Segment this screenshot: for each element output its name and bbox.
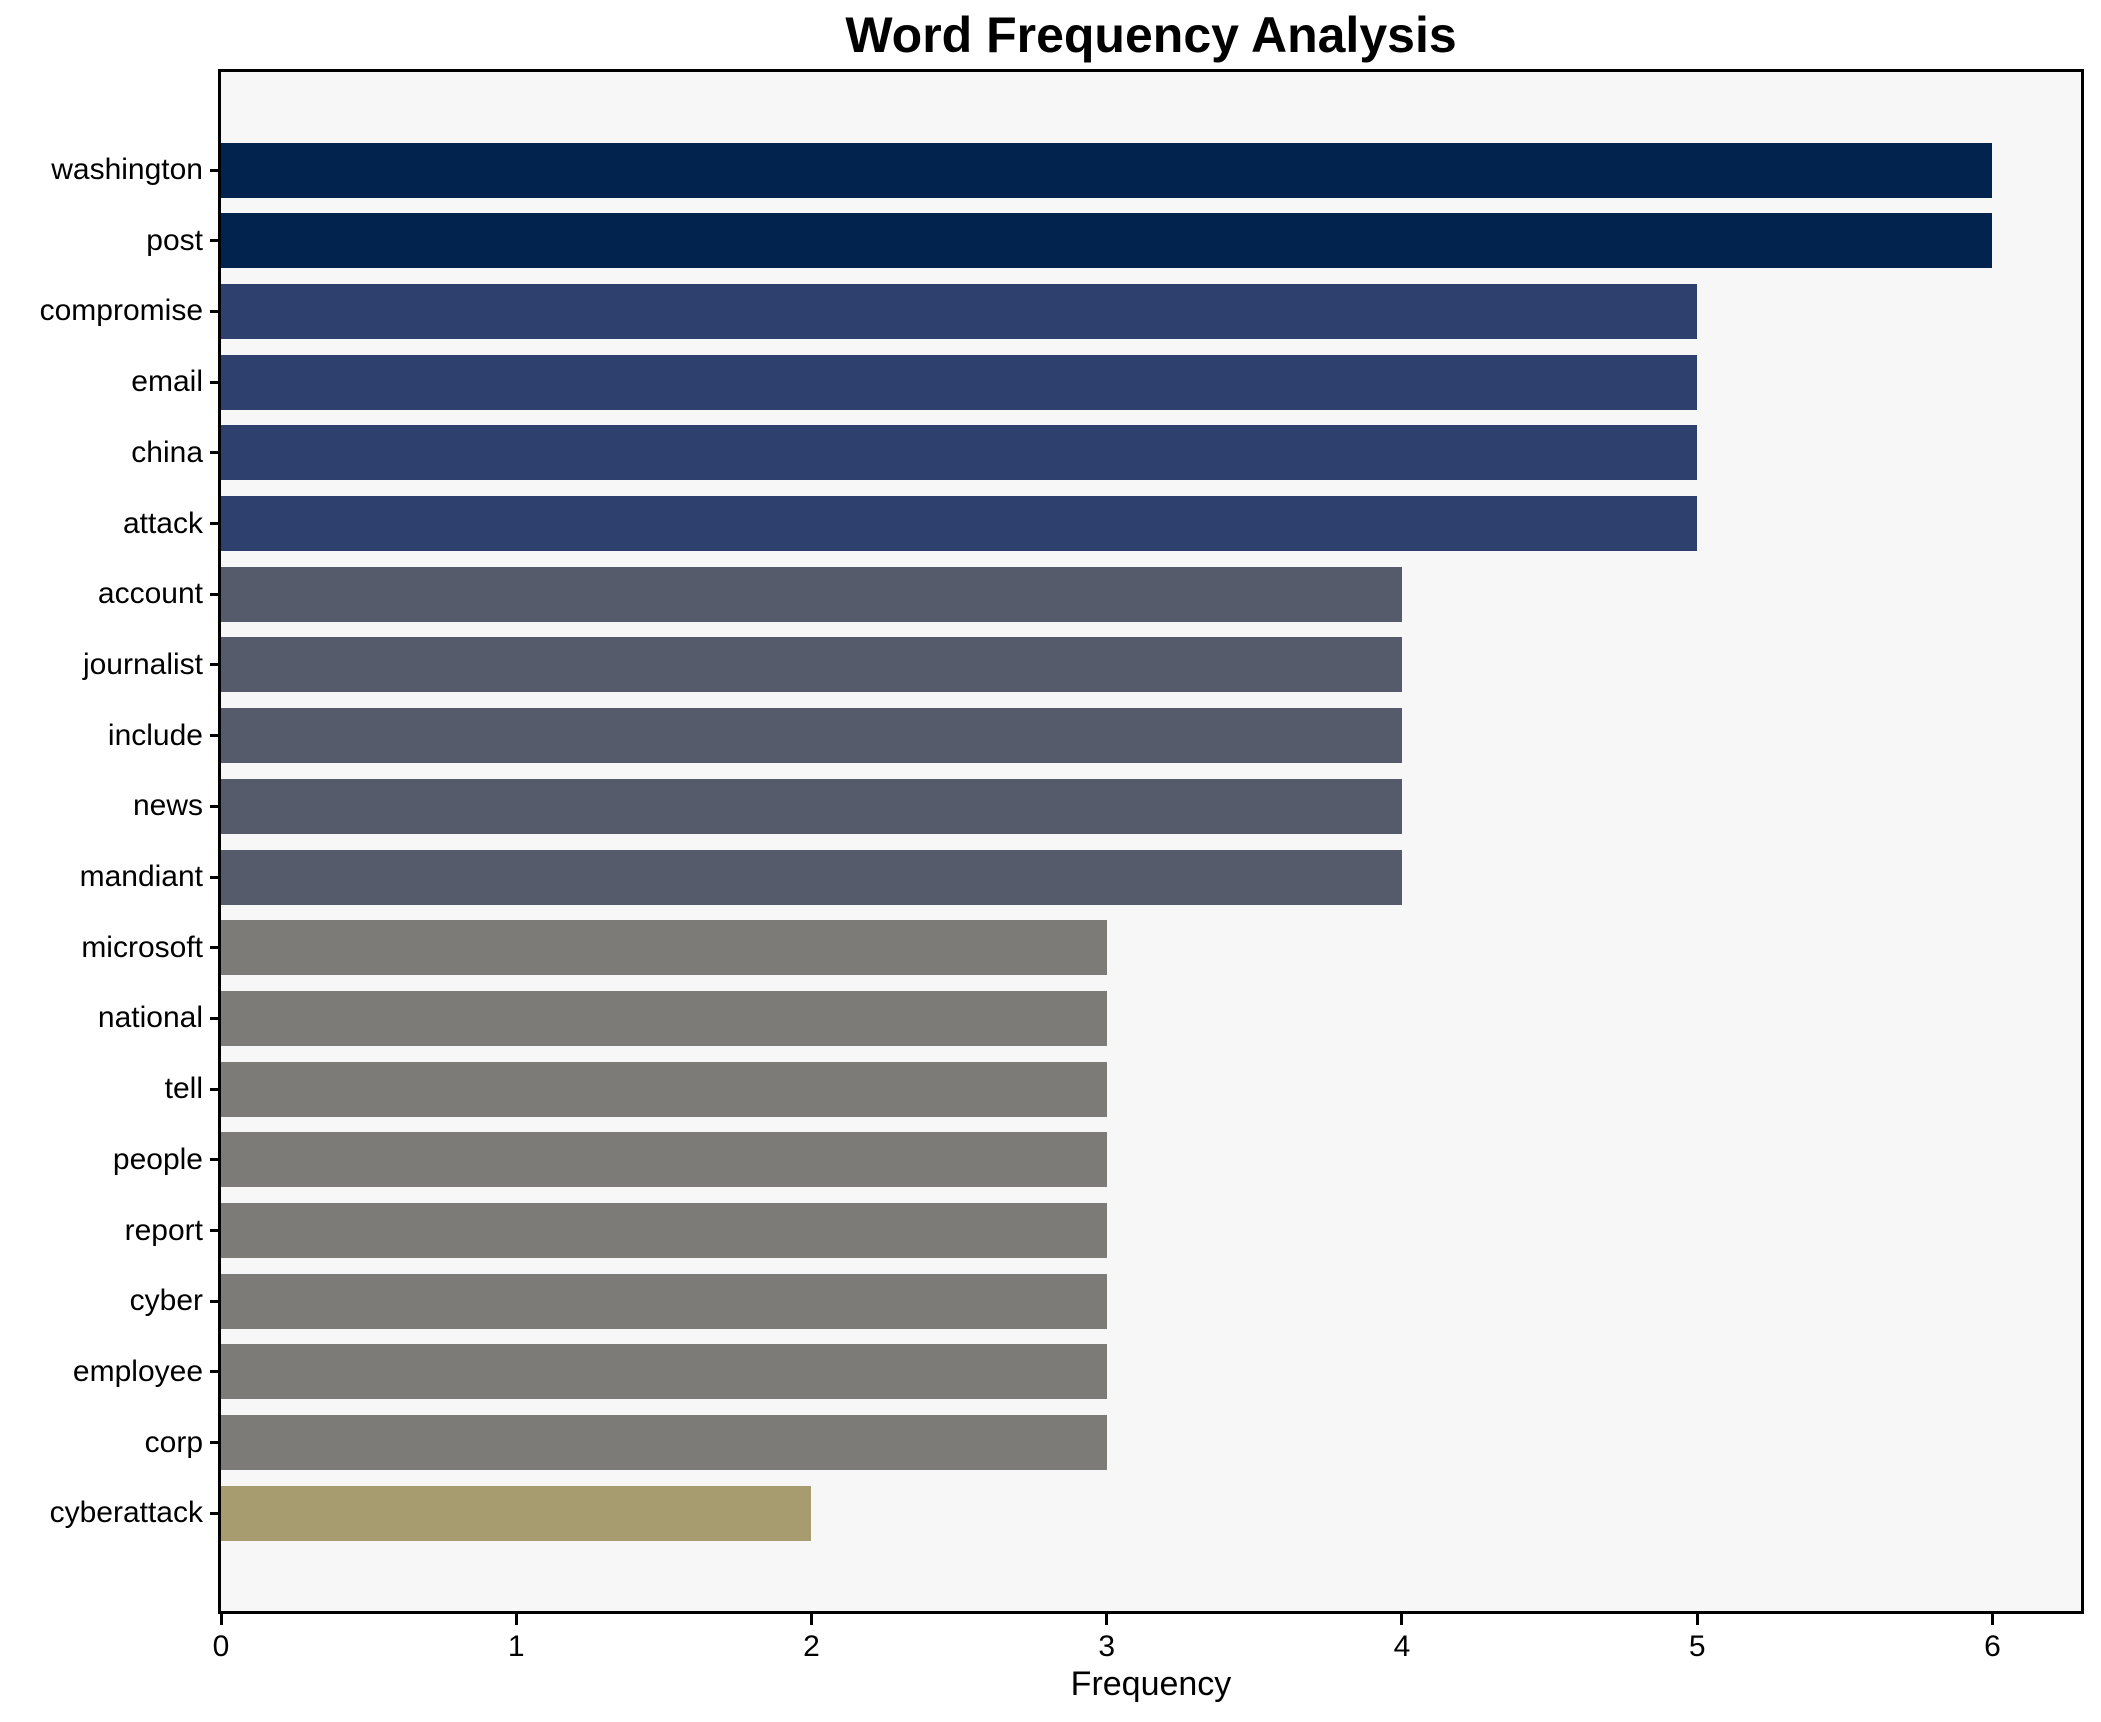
y-tick-mark <box>210 522 221 525</box>
x-tick-mark <box>809 1611 813 1625</box>
y-tick-mark <box>210 592 221 596</box>
y-tick-mark <box>210 1511 221 1515</box>
y-tick-mark <box>210 1299 221 1303</box>
y-tick-label-tell: tell <box>164 1072 203 1106</box>
x-tick-mark <box>1105 1611 1109 1625</box>
x-tick-label-2: 2 <box>803 1630 820 1663</box>
y-tick-mark <box>210 1158 221 1162</box>
y-tick-mark <box>210 1087 221 1091</box>
bar-cyberattack <box>221 1485 812 1541</box>
y-tick-mark <box>210 168 221 172</box>
bar-people <box>221 1132 1107 1188</box>
bar-attack <box>221 496 1698 551</box>
bar-journalist <box>221 637 1402 693</box>
chart-title: Word Frequency Analysis <box>845 7 1457 63</box>
x-tick-label-3: 3 <box>1098 1630 1116 1663</box>
x-tick-label-0: 0 <box>212 1630 230 1663</box>
bar-mandiant <box>221 849 1402 905</box>
y-tick-label-people: people <box>112 1142 203 1176</box>
x-tick-mark <box>1400 1611 1404 1625</box>
bar-national <box>221 990 1107 1046</box>
plot-area <box>218 69 2084 1614</box>
y-tick-mark <box>210 380 221 384</box>
x-tick-label-4: 4 <box>1393 1630 1411 1663</box>
y-tick-mark <box>210 804 221 808</box>
y-tick-mark <box>210 1370 221 1374</box>
y-tick-label-cyber: cyber <box>129 1284 203 1318</box>
y-tick-mark <box>210 734 221 738</box>
x-tick-mark <box>219 1611 223 1625</box>
y-tick-label-include: include <box>107 718 203 752</box>
y-tick-label-washington: washington <box>51 153 203 186</box>
y-tick-label-post: post <box>146 223 203 257</box>
y-tick-mark <box>210 309 221 313</box>
y-tick-mark <box>210 1441 221 1445</box>
y-tick-mark <box>210 875 221 879</box>
bar-cyber <box>221 1273 1107 1329</box>
y-tick-mark <box>210 239 221 243</box>
y-tick-mark <box>210 1016 221 1020</box>
x-tick-label-6: 6 <box>1984 1630 2001 1663</box>
y-tick-label-compromise: compromise <box>39 294 203 328</box>
x-tick-label-5: 5 <box>1688 1630 1706 1663</box>
y-tick-mark <box>210 663 221 667</box>
bar-compromise <box>221 283 1698 339</box>
bar-tell <box>221 1061 1107 1117</box>
y-tick-label-cyberattack: cyberattack <box>49 1496 203 1530</box>
bar-china <box>221 425 1698 481</box>
y-tick-mark <box>210 1229 221 1232</box>
bar-employee <box>221 1344 1107 1400</box>
x-tick-mark <box>514 1611 518 1625</box>
y-tick-label-email: email <box>131 365 203 399</box>
bar-microsoft <box>221 920 1107 976</box>
bar-email <box>221 354 1698 410</box>
bar-account <box>221 566 1402 622</box>
y-tick-label-journalist: journalist <box>82 647 203 681</box>
y-tick-label-report: report <box>124 1213 203 1247</box>
x-tick-mark <box>1990 1611 1994 1625</box>
y-tick-label-mandiant: mandiant <box>79 860 203 893</box>
y-tick-label-national: national <box>97 1001 203 1035</box>
bar-washington <box>221 142 1993 198</box>
x-tick-label-1: 1 <box>507 1630 525 1663</box>
bar-include <box>221 708 1402 764</box>
y-tick-label-microsoft: microsoft <box>81 930 203 964</box>
bar-report <box>221 1203 1107 1258</box>
y-tick-label-china: china <box>131 435 203 469</box>
bar-corp <box>221 1415 1107 1471</box>
x-tick-mark <box>1695 1611 1699 1625</box>
y-tick-mark <box>210 451 221 455</box>
y-tick-label-attack: attack <box>122 506 203 540</box>
y-tick-label-news: news <box>132 789 203 823</box>
y-tick-label-employee: employee <box>72 1354 203 1388</box>
y-tick-mark <box>210 946 221 950</box>
y-tick-label-account: account <box>97 577 203 611</box>
bar-post <box>221 213 1993 269</box>
bar-news <box>221 778 1402 834</box>
x-axis-label: Frequency <box>1070 1665 1232 1703</box>
y-tick-label-corp: corp <box>144 1425 203 1459</box>
